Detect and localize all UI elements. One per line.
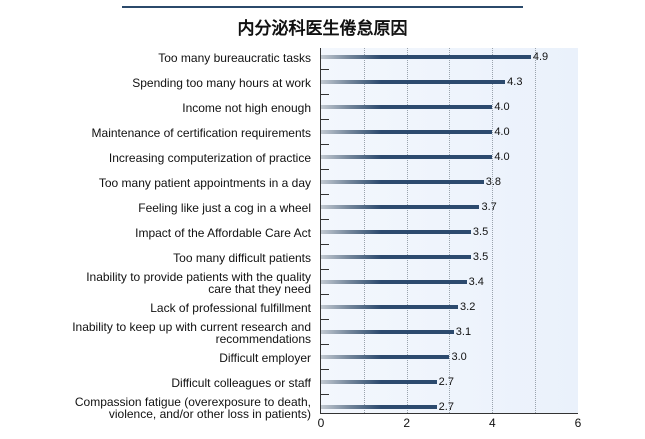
category-label: Difficult colleagues or staff — [171, 376, 311, 390]
bar-row: Difficult employer 3.0 — [0, 0, 645, 364]
category-label: Compassion fatigue (overexposure to deat… — [75, 396, 311, 420]
bar — [321, 55, 531, 59]
y-axis — [320, 48, 321, 414]
label-line: Inability to keep up with current resear… — [72, 320, 311, 334]
axis-tick — [321, 219, 329, 220]
x-tick-label: 6 — [574, 416, 582, 430]
value-label: 3.0 — [451, 351, 467, 363]
axis-tick — [321, 294, 329, 295]
axis-tick — [321, 344, 329, 345]
axis-tick — [321, 194, 329, 195]
axis-tick — [321, 94, 329, 95]
value-label: 3.2 — [460, 301, 476, 313]
x-tick-label: 2 — [403, 416, 410, 430]
value-label: 2.7 — [438, 376, 454, 388]
axis-tick — [321, 394, 329, 395]
value-label: 3.8 — [485, 176, 502, 188]
bar-row: Spending too many hours at work 4.3 — [0, 0, 645, 89]
value-label: 3.1 — [455, 326, 472, 338]
bar — [321, 280, 467, 284]
bar — [321, 405, 437, 409]
gridline — [492, 48, 494, 413]
x-axis — [320, 413, 578, 414]
axis-tick — [321, 369, 329, 370]
bar-row: Income not high enough 4.0 — [0, 0, 645, 114]
top-rule — [122, 6, 523, 8]
category-label: Too many bureaucratic tasks — [158, 51, 311, 65]
x-tick-label: 0 — [317, 416, 325, 430]
axis-tick — [321, 319, 329, 320]
label-line: violence, and/or other loss in patients) — [108, 407, 311, 421]
value-label: 2.7 — [438, 401, 454, 413]
value-label: 4.9 — [532, 51, 549, 63]
value-label: 3.7 — [481, 201, 497, 213]
value-label: 3.5 — [472, 226, 489, 238]
bar-row: Lack of professional fulfillment 3.2 — [0, 0, 645, 314]
value-label: 4.0 — [494, 151, 510, 163]
bar-row: Too many difficult patients 3.5 — [0, 0, 645, 264]
bar-row: Maintenance of certification requirement… — [0, 0, 645, 139]
axis-tick — [321, 69, 329, 70]
value-label: 3.4 — [468, 276, 484, 288]
category-label: Maintenance of certification requirement… — [91, 126, 311, 140]
label-line: recommendations — [215, 332, 311, 346]
category-label: Too many difficult patients — [173, 251, 311, 265]
value-label: 3.5 — [472, 251, 489, 263]
bar-row: Feeling like just a cog in a wheel 3.7 — [0, 0, 645, 214]
value-label: 4.3 — [507, 76, 523, 88]
category-label: Feeling like just a cog in a wheel — [138, 201, 311, 215]
bar — [321, 105, 493, 109]
bar — [321, 130, 493, 134]
bar-row: Impact of the Affordable Care Act 3.5 — [0, 0, 645, 239]
bar — [321, 180, 484, 184]
axis-tick — [321, 144, 329, 145]
bar — [321, 80, 506, 84]
category-label: Inability to keep up with current resear… — [72, 321, 311, 345]
bar — [321, 355, 450, 359]
value-label: 4.0 — [494, 101, 510, 113]
axis-tick — [321, 244, 329, 245]
category-label: Impact of the Affordable Care Act — [135, 226, 311, 240]
value-label: 4.0 — [494, 126, 510, 138]
category-label: Income not high enough — [182, 101, 311, 115]
bar — [321, 330, 454, 334]
category-label: Lack of professional fulfillment — [150, 301, 311, 315]
bar-row: Too many patient appointments in a day 3.… — [0, 0, 645, 189]
gridline — [535, 48, 537, 413]
bar — [321, 155, 493, 159]
axis-tick — [321, 269, 329, 270]
bar — [321, 205, 480, 209]
bar — [321, 380, 437, 384]
category-label: Difficult employer — [219, 351, 311, 365]
bar — [321, 230, 471, 234]
label-line: care that they need — [208, 282, 311, 296]
bar-row: Increasing computerization of practice 4.… — [0, 0, 645, 164]
bar-row: Compassion fatigue (overexposure to deat… — [0, 0, 645, 420]
label-line: Inability to provide patients with the q… — [86, 270, 311, 284]
bar — [321, 305, 459, 309]
category-label: Inability to provide patients with the q… — [86, 271, 311, 295]
category-label: Spending too many hours at work — [132, 76, 311, 90]
chart-title: 内分泌科医生倦怠原因 — [237, 19, 408, 39]
label-line: Compassion fatigue (overexposure to deat… — [74, 395, 311, 409]
axis-tick — [321, 119, 329, 120]
axis-tick — [321, 169, 329, 170]
bar-row: Too many bureaucratic tasks 4.9 — [0, 0, 645, 64]
category-label: Increasing computerization of practice — [108, 151, 311, 165]
category-label: Too many patient appointments in a day — [98, 176, 311, 190]
bar-row: Difficult colleagues or staff 2.7 — [0, 0, 645, 389]
bar-row: Inability to keep up with current resear… — [0, 0, 645, 345]
x-tick-label: 4 — [488, 416, 496, 430]
bar — [321, 255, 471, 259]
bar-row: Inability to provide patients with the q… — [0, 0, 645, 295]
